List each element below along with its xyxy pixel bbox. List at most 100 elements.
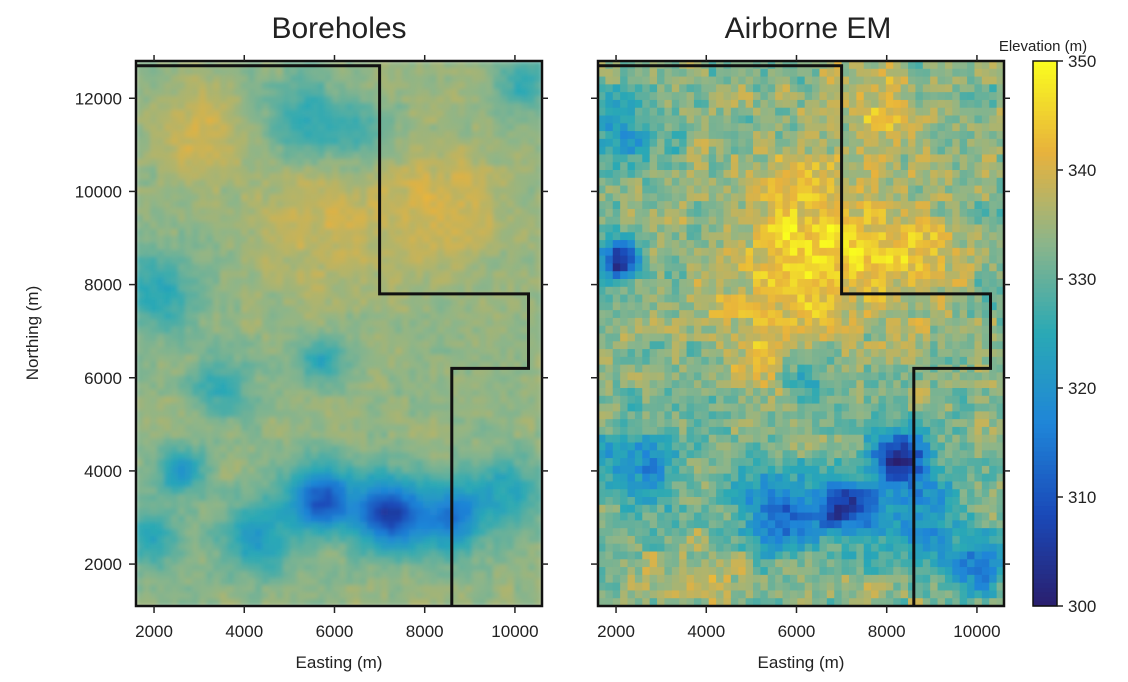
heatmap-cell xyxy=(353,361,361,370)
heatmap-cell xyxy=(367,88,375,97)
heatmap-cell xyxy=(185,81,193,90)
heatmap-cell xyxy=(486,116,494,125)
heatmap-cell xyxy=(283,466,291,474)
heatmap-cell xyxy=(598,341,606,350)
heatmap-cell xyxy=(367,354,375,363)
heatmap-cell xyxy=(388,466,396,474)
heatmap-cell xyxy=(339,270,347,279)
heatmap-cell xyxy=(507,333,515,342)
heatmap-cell xyxy=(598,442,606,451)
heatmap-cell xyxy=(409,256,417,265)
heatmap-cell xyxy=(493,445,501,453)
heatmap-cell xyxy=(514,109,522,118)
heatmap-cell xyxy=(143,466,151,474)
heatmap-cell xyxy=(612,551,621,560)
heatmap-cell xyxy=(178,340,186,349)
heatmap-cell xyxy=(444,137,452,146)
heatmap-cell xyxy=(451,389,459,397)
heatmap-cell xyxy=(634,279,643,288)
heatmap-cell xyxy=(248,522,256,530)
heatmap-cell xyxy=(444,74,452,83)
heatmap-cell xyxy=(311,438,319,446)
heatmap-cell xyxy=(620,84,629,93)
heatmap-cell xyxy=(472,508,480,516)
heatmap-cell xyxy=(388,172,396,181)
heatmap-cell xyxy=(311,410,319,418)
heatmap-cell xyxy=(220,291,228,300)
heatmap-cell xyxy=(227,221,235,230)
heatmap-cell xyxy=(437,417,445,425)
heatmap-cell xyxy=(374,480,382,488)
heatmap-cell xyxy=(269,501,277,509)
heatmap-cell xyxy=(598,434,606,444)
heatmap-cell xyxy=(339,473,347,481)
heatmap-cell xyxy=(150,151,158,160)
heatmap-cell xyxy=(514,522,522,530)
heatmap-cell xyxy=(206,172,214,181)
heatmap-cell xyxy=(451,172,459,181)
heatmap-cell xyxy=(486,95,494,104)
heatmap-cell xyxy=(227,557,235,565)
heatmap-cell xyxy=(297,102,305,111)
heatmap-cell xyxy=(192,529,200,537)
heatmap-cell xyxy=(528,109,536,118)
heatmap-cell xyxy=(472,214,480,223)
heatmap-cell xyxy=(535,130,542,139)
heatmap-cell xyxy=(248,277,256,286)
heatmap-cell xyxy=(255,501,263,509)
heatmap-cell xyxy=(627,388,636,397)
heatmap-cell xyxy=(304,102,312,111)
heatmap-cell xyxy=(634,442,643,451)
heatmap-cell xyxy=(409,578,417,586)
heatmap-cell xyxy=(500,179,508,188)
heatmap-cell xyxy=(381,109,389,118)
heatmap-cell xyxy=(150,543,158,551)
heatmap-cell xyxy=(185,417,193,425)
heatmap-cell xyxy=(402,151,410,160)
heatmap-cell xyxy=(430,123,438,132)
heatmap-cell xyxy=(423,347,431,356)
heatmap-cell xyxy=(598,193,606,202)
heatmap-cell xyxy=(402,102,410,111)
heatmap-cell xyxy=(381,515,389,523)
heatmap-cell xyxy=(206,186,214,195)
heatmap-cell xyxy=(241,81,249,90)
heatmap-cell xyxy=(346,207,354,216)
heatmap-cell xyxy=(241,354,249,363)
heatmap-cell xyxy=(276,291,284,300)
heatmap-cell xyxy=(486,193,494,202)
heatmap-cell xyxy=(318,151,326,160)
heatmap-cell xyxy=(416,480,424,488)
heatmap-cell xyxy=(199,312,207,321)
heatmap-cell xyxy=(437,480,445,488)
heatmap-cell xyxy=(304,249,312,258)
heatmap-cell xyxy=(178,193,186,202)
heatmap-cell xyxy=(255,571,263,579)
heatmap-cell xyxy=(248,333,256,342)
heatmap-cell xyxy=(395,550,403,558)
heatmap-cell xyxy=(634,465,643,475)
heatmap-cell xyxy=(388,557,396,565)
heatmap-cell xyxy=(627,310,636,319)
heatmap-cell xyxy=(339,564,347,572)
heatmap-cell xyxy=(262,179,270,188)
heatmap-cell xyxy=(283,88,291,97)
heatmap-cell xyxy=(381,494,389,502)
heatmap-cell xyxy=(339,312,347,321)
heatmap-cell xyxy=(164,389,172,397)
heatmap-cell xyxy=(346,256,354,265)
heatmap-cell xyxy=(164,214,172,223)
heatmap-cell xyxy=(346,186,354,195)
heatmap-cell xyxy=(206,396,214,404)
heatmap-cell xyxy=(325,326,333,335)
heatmap-cell xyxy=(353,578,361,586)
heatmap-cell xyxy=(367,438,375,446)
heatmap-cell xyxy=(472,277,480,286)
heatmap-cell xyxy=(339,158,347,167)
heatmap-cell xyxy=(339,221,347,230)
heatmap-cell xyxy=(248,172,256,181)
heatmap-cell xyxy=(437,277,445,286)
heatmap-cell xyxy=(192,473,200,481)
heatmap-cell xyxy=(620,395,629,405)
